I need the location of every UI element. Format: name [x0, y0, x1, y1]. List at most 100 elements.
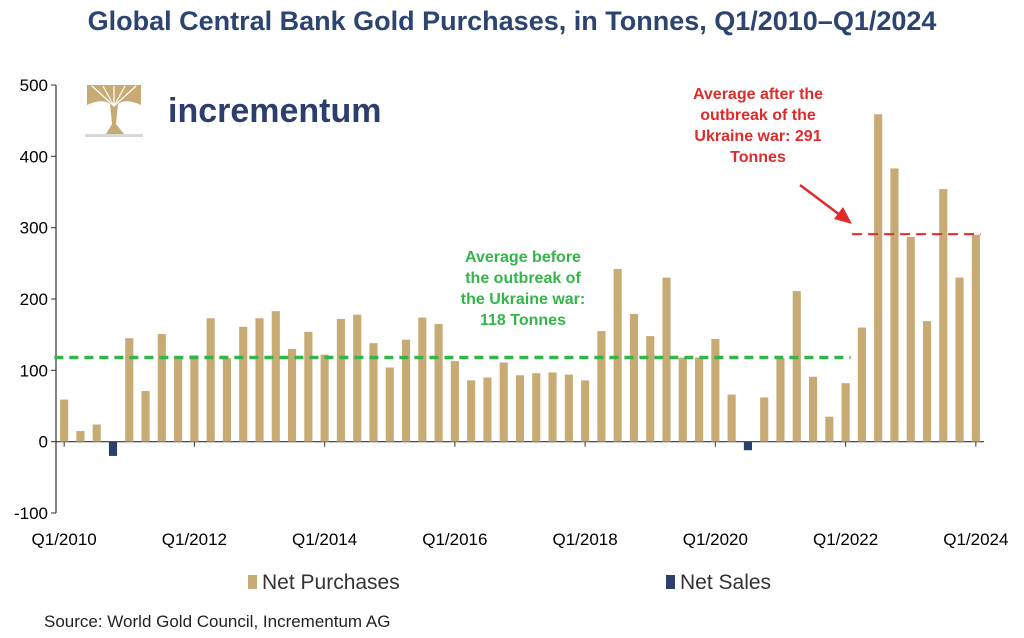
bar-net-purchase — [320, 354, 329, 442]
reference-lines — [54, 233, 981, 360]
bar-net-purchase — [401, 339, 411, 442]
bar-net-purchase — [629, 313, 639, 442]
bar-net-purchase — [581, 380, 590, 442]
annotation-arrow-head — [834, 207, 852, 224]
brand-name: incrementum — [168, 92, 382, 130]
annotation-line: the Ukraine war: — [461, 291, 585, 308]
logo-branch — [113, 85, 137, 107]
bar-net-purchase — [939, 189, 948, 442]
incrementum-logo — [85, 83, 143, 137]
bar-net-purchase — [467, 380, 476, 442]
x-tick-label: Q1/2018 — [553, 530, 618, 549]
x-tick-label: Q1/2010 — [32, 530, 97, 549]
x-tick-label: Q1/2014 — [292, 530, 357, 549]
bar-net-purchase — [760, 397, 769, 442]
annotation-line: the outbreak of — [465, 270, 581, 287]
annotation-average-before: Average before the outbreak of the Ukraine… — [461, 249, 585, 329]
bar-net-purchase — [678, 357, 687, 442]
chart-bars — [60, 114, 980, 456]
bar-net-purchase — [955, 277, 964, 442]
bar-net-purchase — [776, 358, 785, 442]
bar-net-purchase — [646, 336, 655, 442]
x-tick-label: Q1/2022 — [813, 530, 878, 549]
y-tick-label: -100 — [14, 504, 48, 523]
legend-label: Net Purchases — [262, 571, 400, 594]
bar-net-purchase — [190, 355, 199, 442]
bar-net-purchase — [857, 327, 866, 442]
annotation-line: 118 Tonnes — [480, 312, 566, 329]
bar-net-purchase — [336, 318, 345, 442]
bar-net-purchase — [890, 168, 899, 442]
bar-net-purchase — [239, 326, 248, 442]
legend-swatch — [666, 575, 675, 589]
legend-swatch — [248, 575, 257, 589]
y-tick-label: 500 — [20, 76, 48, 95]
source-note: Source: World Gold Council, Incrementum … — [44, 612, 391, 631]
logo-branch — [113, 85, 126, 107]
bar-net-purchase — [841, 383, 850, 442]
logo-tree — [87, 85, 141, 134]
bar-net-purchase — [922, 321, 932, 442]
annotation-line: Average before — [465, 249, 581, 266]
x-tick-label: Q1/2016 — [422, 530, 487, 549]
bar-net-purchase — [222, 358, 232, 442]
legend-label: Net Sales — [680, 571, 771, 594]
bar-net-purchase — [76, 430, 85, 442]
bar-net-purchase — [206, 318, 215, 442]
annotation-arrow-shaft — [799, 184, 841, 216]
bar-net-purchase — [450, 361, 459, 442]
bar-net-purchase — [125, 338, 134, 442]
bar-net-purchase — [695, 357, 704, 442]
annotation-line: Tonnes — [730, 149, 786, 166]
bar-net-purchase — [597, 331, 606, 442]
logo-branch — [102, 85, 115, 107]
bar-net-purchase — [564, 374, 573, 442]
bar-net-purchase — [60, 399, 69, 442]
bar-net-purchase — [271, 311, 280, 442]
y-tick-label: 0 — [39, 433, 48, 452]
bar-net-purchase — [141, 391, 150, 442]
bar-net-purchase — [483, 377, 492, 442]
bar-net-purchase — [304, 331, 313, 442]
annotation-average-after: Average after the outbreak of the Ukraine … — [693, 86, 823, 166]
y-tick-label: 200 — [20, 290, 48, 309]
bar-net-purchase — [662, 277, 671, 442]
y-tick-label: 300 — [20, 219, 48, 238]
bar-net-purchase — [971, 234, 980, 442]
bar-net-purchase — [792, 291, 801, 442]
x-tick-label: Q1/2012 — [162, 530, 227, 549]
y-tick-label: 400 — [20, 147, 48, 166]
bar-net-purchase — [808, 376, 818, 442]
annotation-line: outbreak of the — [700, 107, 816, 124]
annotation-line: Ukraine war: 291 — [694, 128, 821, 145]
bar-net-purchase — [385, 367, 394, 442]
bar-net-purchase — [92, 424, 101, 442]
bar-net-purchase — [174, 356, 183, 442]
bar-net-purchase — [418, 317, 427, 442]
bar-net-purchase — [353, 314, 362, 442]
y-tick-label: 100 — [20, 361, 48, 380]
bar-net-purchase — [906, 236, 915, 442]
bar-net-purchase — [288, 348, 297, 442]
bar-net-purchase — [711, 338, 720, 442]
chart-title: Global Central Bank Gold Purchases, in T… — [87, 6, 937, 36]
bar-net-purchase — [825, 416, 834, 442]
x-tick-label: Q1/2020 — [683, 530, 748, 549]
bar-net-purchase — [157, 333, 166, 442]
bar-net-purchase — [515, 375, 525, 442]
bar-net-purchase — [434, 323, 443, 442]
x-tick-label: Q1/2024 — [943, 530, 1008, 549]
bar-net-purchase — [532, 373, 541, 442]
bar-net-purchase — [548, 372, 557, 442]
bar-net-purchase — [727, 394, 736, 442]
bar-net-sale — [743, 441, 752, 451]
annotation-line: Average after the — [693, 86, 823, 103]
bar-net-purchase — [255, 318, 264, 442]
bar-net-purchase — [369, 343, 378, 442]
bar-net-purchase — [874, 114, 883, 442]
logo-branch — [91, 85, 115, 107]
bar-net-purchase — [613, 269, 622, 442]
annotations: Average before the outbreak of the Ukraine… — [461, 86, 852, 329]
chart-legend: Net Purchases Net Sales — [248, 571, 771, 594]
bar-chart: incrementum -100 0 100 200 300 400 500 Q1/2010 Q… — [14, 76, 1009, 594]
